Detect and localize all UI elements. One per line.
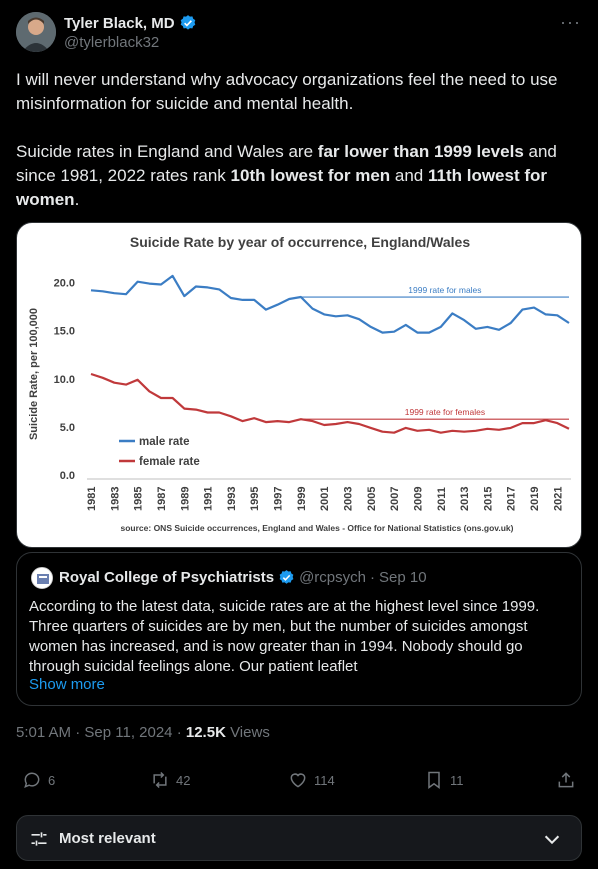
x-tick-label: 2017 xyxy=(506,487,518,511)
reply-sort-dropdown[interactable]: Most relevant xyxy=(16,815,582,861)
x-tick-label: 1981 xyxy=(86,487,98,511)
tweet-date[interactable]: Sep 11, 2024 xyxy=(84,724,173,741)
repost-icon xyxy=(153,771,167,789)
verified-badge-icon xyxy=(180,15,195,30)
x-tick-label: 1991 xyxy=(203,487,215,511)
y-tick-label: 5.0 xyxy=(60,422,75,434)
chart-title: Suicide Rate by year of occurrence, Engl… xyxy=(130,234,470,250)
action-bar: 6 42 114 11 xyxy=(16,770,582,796)
views-count: 12.5K xyxy=(185,724,226,741)
tweet-time[interactable]: 5:01 AM xyxy=(16,724,72,741)
heart-icon xyxy=(290,773,306,788)
tweet-paragraph-2: Suicide rates in England and Wales are f… xyxy=(16,142,557,209)
x-tick-label: 2013 xyxy=(459,487,471,511)
quote-author-avatar xyxy=(31,567,53,589)
x-tick-label: 2007 xyxy=(389,487,401,511)
legend-label: female rate xyxy=(139,456,200,468)
quote-body: According to the latest data, suicide ra… xyxy=(29,598,540,675)
x-tick-label: 1997 xyxy=(273,487,285,511)
suicide-rate-chart: Suicide Rate by year of occurrence, Engl… xyxy=(28,234,571,533)
x-tick-label: 2015 xyxy=(482,487,494,511)
author-avatar[interactable] xyxy=(16,12,56,52)
y-tick-label: 0.0 xyxy=(60,470,75,482)
author-name-row[interactable]: Tyler Black, MD xyxy=(64,14,197,32)
x-tick-label: 1995 xyxy=(249,487,261,511)
reference-line-label: 1999 rate for males xyxy=(408,285,481,295)
rcpsych-logo-icon xyxy=(32,568,52,588)
share-icon xyxy=(558,772,574,788)
quote-separator: · xyxy=(370,569,375,586)
x-tick-label: 2005 xyxy=(366,487,378,511)
x-tick-label: 2021 xyxy=(552,487,564,511)
quote-author-name: Royal College of Psychiatrists xyxy=(59,569,275,586)
x-tick-label: 2011 xyxy=(436,487,448,511)
y-axis-label: Suicide Rate, per 100,000 xyxy=(28,308,40,440)
like-count: 114 xyxy=(314,772,335,788)
chart-source: source: ONS Suicide occurrences, England… xyxy=(121,523,514,533)
reply-count: 6 xyxy=(48,772,56,788)
series-line-female xyxy=(90,372,570,434)
sort-label: Most relevant xyxy=(59,830,156,847)
meta-separator: · xyxy=(75,724,81,741)
y-tick-label: 20.0 xyxy=(54,278,75,290)
quote-header: Royal College of Psychiatrists @rcpsych … xyxy=(59,569,427,586)
avatar-image xyxy=(16,12,56,52)
tweet-meta: 5:01 AM · Sep 11, 2024 · 12.5K Views xyxy=(16,724,270,741)
verified-badge-icon xyxy=(279,570,294,584)
show-more-link[interactable]: Show more xyxy=(29,676,105,693)
repost-button[interactable]: 42 xyxy=(150,770,190,790)
x-tick-label: 1999 xyxy=(296,487,308,511)
quote-date: Sep 10 xyxy=(379,569,427,586)
y-tick-label: 10.0 xyxy=(54,374,75,386)
x-tick-label: 1989 xyxy=(179,487,191,511)
x-tick-label: 1985 xyxy=(133,487,145,511)
repost-count: 42 xyxy=(176,772,191,788)
tweet-text: I will never understand why advocacy org… xyxy=(16,68,576,236)
author-handle[interactable]: @tylerblack32 xyxy=(64,34,160,51)
bookmark-button[interactable]: 11 xyxy=(424,770,464,790)
x-tick-label: 1993 xyxy=(226,487,238,511)
quote-author-handle: @rcpsych xyxy=(299,569,366,586)
views-label: Views xyxy=(230,724,270,741)
more-horizontal-icon[interactable]: ··· xyxy=(560,12,581,32)
y-tick-label: 15.0 xyxy=(54,326,75,338)
reply-icon xyxy=(24,772,40,788)
meta-separator: · xyxy=(176,724,182,741)
x-tick-label: 1983 xyxy=(109,487,121,511)
x-tick-label: 2001 xyxy=(319,487,331,511)
like-button[interactable]: 114 xyxy=(288,770,335,790)
filter-sliders-icon xyxy=(31,832,47,846)
series-line-male xyxy=(90,274,570,334)
x-tick-label: 2003 xyxy=(342,487,354,511)
chevron-down-icon xyxy=(544,835,560,845)
tweet-paragraph-1: I will never understand why advocacy org… xyxy=(16,70,558,113)
chart-image[interactable]: Suicide Rate by year of occurrence, Engl… xyxy=(16,222,582,548)
reply-button[interactable]: 6 xyxy=(22,770,55,790)
legend-label: male rate xyxy=(139,436,190,448)
x-tick-label: 2019 xyxy=(529,487,541,511)
bookmark-icon xyxy=(428,771,440,789)
x-tick-label: 1987 xyxy=(156,487,168,511)
x-tick-label: 2009 xyxy=(412,487,424,511)
author-name[interactable]: Tyler Black, MD xyxy=(64,14,175,32)
quote-tweet[interactable]: Royal College of Psychiatrists @rcpsych … xyxy=(16,552,582,706)
bookmark-count: 11 xyxy=(450,772,464,788)
share-button[interactable] xyxy=(556,770,576,790)
reference-line-label: 1999 rate for females xyxy=(405,407,485,417)
